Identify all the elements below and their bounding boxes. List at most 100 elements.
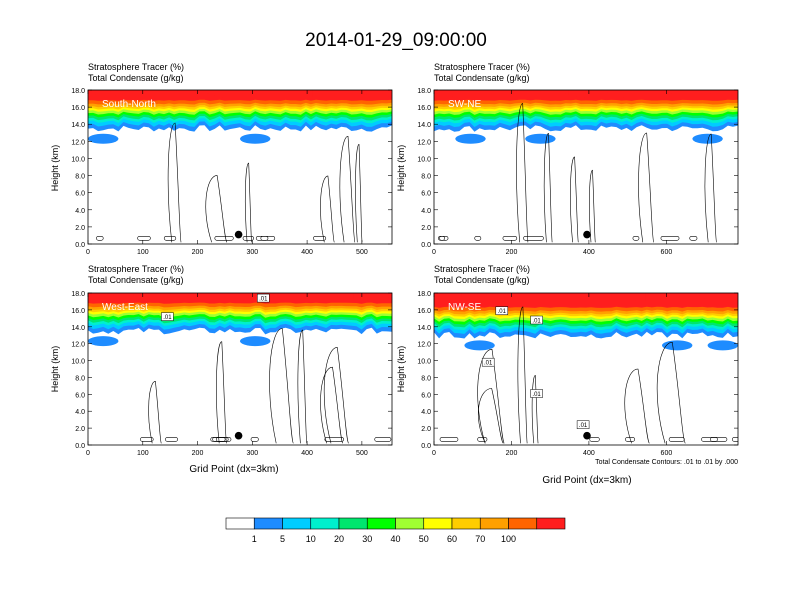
contour-label: .01 <box>532 392 541 398</box>
condensate-contour <box>137 236 151 241</box>
y-axis-label: Height (km) <box>50 346 60 393</box>
tracer-streak <box>699 293 701 296</box>
condensate-contour <box>638 132 654 243</box>
panel-title-line1: Stratosphere Tracer (%) <box>434 264 530 274</box>
tracer-streak <box>625 90 628 96</box>
tracer-streak <box>484 90 487 99</box>
tracer-streak <box>451 90 453 97</box>
colorbar-label: 40 <box>390 534 400 544</box>
tracer-streak <box>502 293 505 299</box>
y-tick-label: 4.0 <box>75 409 85 416</box>
condensate-contour <box>214 236 234 241</box>
x-tick-label: 400 <box>301 249 313 256</box>
condensate-contour <box>701 437 718 442</box>
tracer-streak <box>442 90 445 96</box>
x-tick-label: 600 <box>661 450 673 457</box>
tracer-streak <box>301 90 304 94</box>
tracer-streak <box>196 90 198 97</box>
tracer-streak <box>370 293 372 301</box>
condensate-contour <box>624 368 650 444</box>
condensate-contour <box>625 437 636 442</box>
panel-nw-se: Stratosphere Tracer (%) Total Condensate… <box>396 264 739 486</box>
tracer-streak <box>539 90 541 92</box>
tracer-streak <box>461 90 463 97</box>
field-layer: .01 .01 <box>88 293 392 444</box>
tracer-streak <box>478 90 481 97</box>
tracer-streak <box>312 90 315 97</box>
panel-title-line2: Total Condensate (g/kg) <box>88 275 184 285</box>
condensate-contour <box>478 388 504 444</box>
tracer-streak <box>243 293 245 301</box>
tracer-streak <box>214 90 216 96</box>
tracer-streak <box>271 293 273 296</box>
tracer-streak <box>249 293 251 300</box>
y-tick-label: 8.0 <box>75 174 85 181</box>
condensate-contour <box>477 437 488 442</box>
colorbar-swatch <box>310 517 340 530</box>
contour-label: .01 <box>498 309 507 315</box>
tracer-streak <box>387 293 389 300</box>
panel-west-east: Stratosphere Tracer (%) Total Condensate… <box>50 264 393 475</box>
tracer-streak <box>119 293 122 297</box>
colorbar-label: 1 <box>252 534 257 544</box>
tracer-streak <box>542 90 545 94</box>
colorbar-label: 50 <box>419 534 429 544</box>
tracer-streak <box>194 293 197 300</box>
tracer-streak <box>454 293 457 299</box>
y-tick-label: 0.0 <box>421 443 431 450</box>
tracer-streak <box>727 293 730 302</box>
tracer-streak <box>329 90 331 93</box>
tracer-streak <box>236 90 238 99</box>
condensate-contour <box>323 347 349 444</box>
tracer-streak <box>236 293 238 300</box>
y-tick-label: 10.0 <box>417 359 431 366</box>
colorbar-swatch <box>395 517 425 530</box>
tracer-streak <box>180 90 182 99</box>
tracer-streak <box>525 90 528 96</box>
tracer-streak <box>726 90 728 93</box>
tracer-streak <box>512 293 515 296</box>
y-tick-label: 16.0 <box>71 308 85 315</box>
tracer-streak <box>300 90 302 94</box>
y-tick-label: 8.0 <box>75 375 85 382</box>
tracer-streak <box>622 90 624 98</box>
y-tick-label: 12.0 <box>417 342 431 349</box>
condensate-contour <box>244 162 252 243</box>
plot-frame <box>87 292 393 446</box>
contour-label-box <box>481 357 495 367</box>
y-axis-label: Height (km) <box>396 145 406 192</box>
condensate-contour <box>531 374 539 444</box>
tracer-streak <box>495 90 497 94</box>
tracer-streak <box>597 293 599 298</box>
tracer-patch <box>240 336 271 347</box>
tracer-streak <box>585 90 587 95</box>
condensate-contour <box>704 133 717 243</box>
tracer-streak <box>128 293 131 301</box>
tracer-streak <box>197 90 199 98</box>
tracer-streak <box>468 90 470 97</box>
tracer-streak <box>138 293 141 300</box>
tracer-streak <box>455 293 458 300</box>
tracer-streak <box>363 90 365 95</box>
x-tick-label: 100 <box>137 450 149 457</box>
colorbar-swatch <box>536 517 566 530</box>
contour-label-box <box>576 420 590 429</box>
condensate-contour <box>439 437 459 442</box>
tracer-streak <box>342 90 345 96</box>
tracer-streak <box>509 90 511 97</box>
tracer-streak <box>223 90 225 93</box>
tracer-streak <box>439 90 442 97</box>
panel-title-line2: Total Condensate (g/kg) <box>88 73 184 83</box>
tracer-streak <box>529 90 531 93</box>
tracer-streak <box>643 293 646 301</box>
tracer-streak <box>504 293 506 298</box>
tracer-streak <box>382 293 384 297</box>
tracer-streak <box>238 90 241 96</box>
condensate-contour <box>437 236 445 241</box>
tracer-streak <box>671 90 673 94</box>
tracer-streak <box>486 293 488 297</box>
tracer-streak <box>458 90 461 98</box>
condensate-contour <box>96 236 104 241</box>
tracer-streak <box>735 293 737 299</box>
tracer-streak <box>727 90 730 94</box>
